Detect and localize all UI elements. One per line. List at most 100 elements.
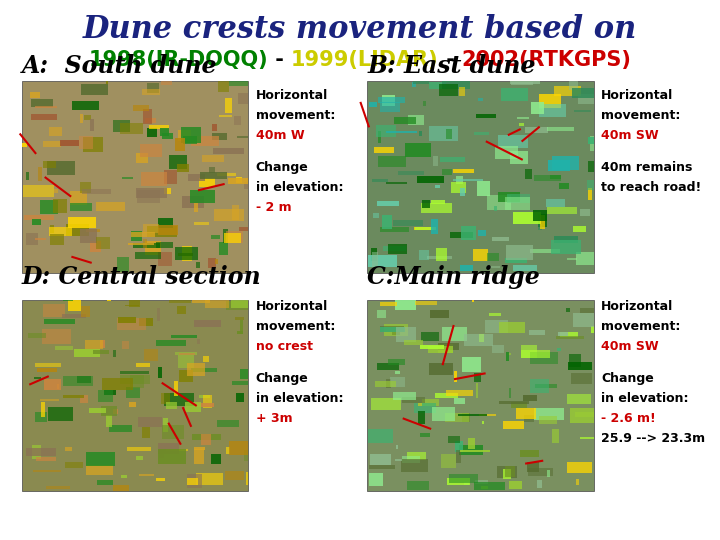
FancyBboxPatch shape [49, 227, 72, 236]
FancyBboxPatch shape [476, 383, 478, 398]
FancyBboxPatch shape [420, 434, 430, 437]
FancyBboxPatch shape [145, 241, 161, 255]
FancyBboxPatch shape [90, 119, 94, 131]
FancyBboxPatch shape [35, 412, 47, 422]
FancyBboxPatch shape [535, 384, 557, 388]
FancyBboxPatch shape [440, 158, 465, 163]
FancyBboxPatch shape [575, 110, 590, 112]
FancyBboxPatch shape [485, 320, 508, 333]
FancyBboxPatch shape [55, 347, 73, 349]
FancyBboxPatch shape [113, 120, 130, 132]
FancyBboxPatch shape [97, 480, 113, 485]
FancyBboxPatch shape [528, 468, 553, 476]
FancyBboxPatch shape [30, 92, 40, 98]
FancyBboxPatch shape [369, 473, 384, 486]
FancyBboxPatch shape [60, 140, 79, 146]
FancyBboxPatch shape [415, 227, 436, 230]
FancyBboxPatch shape [435, 185, 440, 187]
FancyBboxPatch shape [376, 125, 395, 137]
FancyBboxPatch shape [225, 471, 244, 480]
FancyBboxPatch shape [394, 117, 416, 125]
FancyBboxPatch shape [139, 318, 153, 326]
FancyBboxPatch shape [37, 368, 57, 372]
FancyBboxPatch shape [431, 219, 438, 234]
FancyBboxPatch shape [157, 308, 160, 321]
FancyBboxPatch shape [100, 340, 105, 348]
FancyBboxPatch shape [441, 454, 456, 469]
FancyBboxPatch shape [62, 314, 86, 319]
FancyBboxPatch shape [374, 147, 394, 152]
FancyBboxPatch shape [177, 164, 189, 172]
FancyBboxPatch shape [191, 368, 217, 372]
FancyBboxPatch shape [388, 244, 408, 254]
FancyBboxPatch shape [201, 435, 210, 445]
FancyBboxPatch shape [145, 118, 156, 123]
FancyBboxPatch shape [42, 329, 71, 344]
FancyBboxPatch shape [223, 228, 228, 243]
FancyBboxPatch shape [478, 98, 483, 101]
FancyBboxPatch shape [534, 408, 564, 420]
FancyBboxPatch shape [469, 437, 475, 449]
FancyBboxPatch shape [521, 345, 537, 358]
FancyBboxPatch shape [97, 390, 112, 402]
FancyBboxPatch shape [22, 81, 248, 273]
FancyBboxPatch shape [429, 126, 459, 141]
Text: 40m W: 40m W [256, 129, 305, 142]
FancyBboxPatch shape [89, 408, 106, 413]
FancyBboxPatch shape [125, 305, 139, 307]
FancyBboxPatch shape [572, 313, 594, 327]
FancyBboxPatch shape [550, 175, 561, 179]
FancyBboxPatch shape [492, 237, 509, 241]
FancyBboxPatch shape [175, 138, 184, 151]
FancyBboxPatch shape [568, 362, 593, 369]
FancyBboxPatch shape [386, 379, 392, 388]
FancyBboxPatch shape [446, 390, 473, 396]
FancyBboxPatch shape [382, 96, 395, 106]
FancyBboxPatch shape [79, 136, 93, 149]
FancyBboxPatch shape [420, 332, 439, 341]
FancyBboxPatch shape [508, 354, 511, 355]
FancyBboxPatch shape [163, 170, 177, 184]
FancyBboxPatch shape [35, 363, 61, 367]
FancyBboxPatch shape [429, 82, 446, 89]
FancyBboxPatch shape [84, 137, 103, 152]
FancyBboxPatch shape [27, 333, 45, 338]
FancyBboxPatch shape [567, 394, 591, 404]
FancyBboxPatch shape [36, 457, 56, 461]
FancyBboxPatch shape [156, 340, 186, 346]
FancyBboxPatch shape [509, 388, 511, 398]
FancyBboxPatch shape [379, 326, 404, 333]
FancyBboxPatch shape [477, 181, 490, 195]
FancyBboxPatch shape [580, 210, 590, 216]
Text: 2002(RTKGPS): 2002(RTKGPS) [462, 50, 631, 70]
FancyBboxPatch shape [120, 371, 148, 374]
FancyBboxPatch shape [438, 344, 453, 353]
FancyBboxPatch shape [429, 363, 453, 375]
FancyBboxPatch shape [414, 403, 436, 413]
FancyBboxPatch shape [380, 302, 397, 306]
FancyBboxPatch shape [106, 415, 112, 427]
FancyBboxPatch shape [93, 350, 109, 354]
FancyBboxPatch shape [413, 81, 429, 84]
FancyBboxPatch shape [196, 474, 223, 485]
FancyBboxPatch shape [202, 155, 224, 162]
FancyBboxPatch shape [63, 395, 84, 398]
FancyBboxPatch shape [204, 300, 228, 308]
FancyBboxPatch shape [238, 93, 248, 104]
FancyBboxPatch shape [183, 136, 197, 144]
FancyBboxPatch shape [81, 84, 108, 95]
FancyBboxPatch shape [86, 453, 115, 467]
FancyBboxPatch shape [23, 185, 54, 198]
FancyBboxPatch shape [367, 300, 594, 491]
FancyBboxPatch shape [373, 213, 379, 218]
FancyBboxPatch shape [421, 203, 451, 213]
FancyBboxPatch shape [214, 208, 244, 221]
FancyBboxPatch shape [43, 304, 65, 317]
FancyBboxPatch shape [459, 445, 483, 455]
FancyBboxPatch shape [208, 258, 216, 268]
FancyBboxPatch shape [243, 182, 248, 189]
FancyBboxPatch shape [450, 232, 473, 238]
Text: A:  South dune: A: South dune [22, 55, 217, 78]
FancyBboxPatch shape [387, 131, 418, 132]
FancyBboxPatch shape [462, 413, 470, 422]
